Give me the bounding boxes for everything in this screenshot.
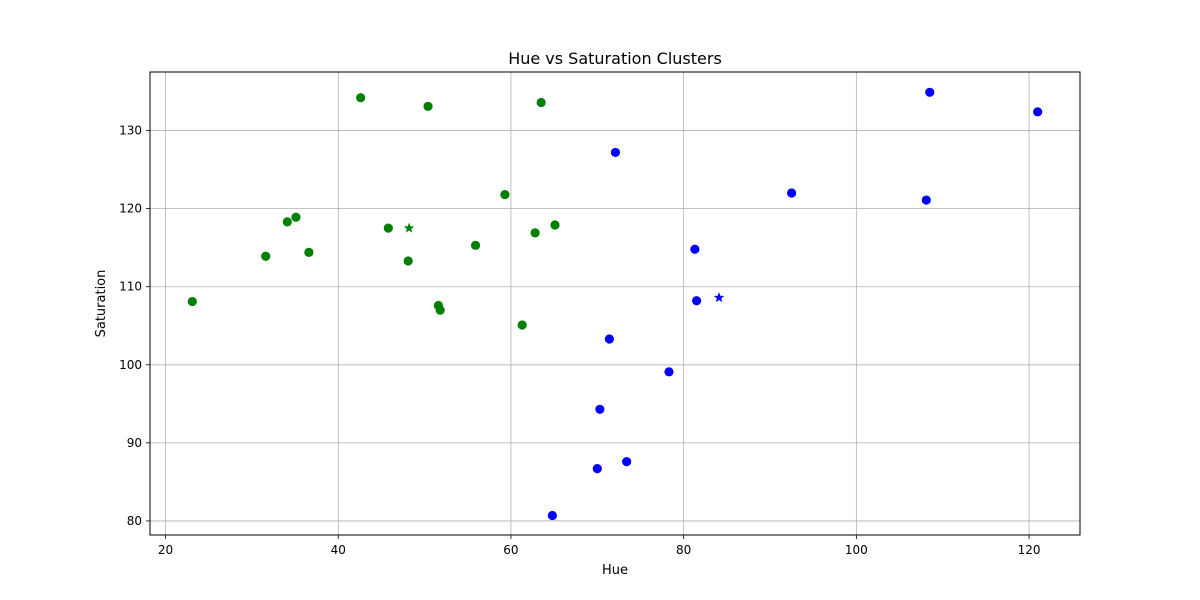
data-point <box>604 334 614 344</box>
data-point <box>383 223 393 233</box>
x-tick-label: 120 <box>1018 543 1041 557</box>
data-point <box>536 97 546 108</box>
plot-area-frame <box>149 71 1081 536</box>
x-tick-label: 40 <box>331 543 346 557</box>
y-tick-label: 100 <box>119 358 142 372</box>
data-point <box>786 188 797 198</box>
y-tick-label: 80 <box>127 514 142 528</box>
data-point <box>403 256 413 266</box>
y-tick-label: 110 <box>119 280 142 294</box>
grid-lines <box>150 72 1080 535</box>
y-tick-label: 90 <box>127 436 142 450</box>
data-point <box>547 510 557 521</box>
data-point <box>261 251 271 261</box>
x-tick-label: 20 <box>158 543 173 557</box>
data-point <box>282 217 292 227</box>
data-point <box>517 320 527 330</box>
data-point <box>304 247 314 257</box>
data-point <box>592 464 602 474</box>
x-tick-label: 80 <box>676 543 691 557</box>
data-point <box>530 228 540 238</box>
data-point <box>187 296 197 307</box>
data-point <box>921 195 931 205</box>
data-point <box>291 212 301 222</box>
data-point <box>622 457 632 467</box>
y-tick-label: 120 <box>119 202 142 216</box>
chart-title: Hue vs Saturation Clusters <box>508 49 722 68</box>
axis-ticks: 20 40 60 80 100 120 80 90 100 110 120 130 <box>119 124 1040 557</box>
data-point <box>595 404 605 414</box>
data-point <box>925 87 935 97</box>
centroid-star-marker <box>713 292 725 303</box>
data-point <box>435 305 445 315</box>
data-point <box>610 147 621 158</box>
data-point <box>356 93 366 103</box>
data-point <box>692 296 702 306</box>
data-point <box>423 101 433 111</box>
centroid-star-marker <box>403 222 415 233</box>
y-axis-label: Saturation <box>94 270 109 338</box>
data-point <box>1033 107 1043 117</box>
data-point <box>500 189 510 200</box>
x-tick-label: 100 <box>845 543 868 557</box>
data-point <box>550 220 560 230</box>
x-axis-label: Hue <box>602 563 628 578</box>
data-point <box>664 367 674 377</box>
data-points <box>187 87 1043 521</box>
y-tick-label: 130 <box>119 124 142 138</box>
x-tick-label: 60 <box>503 543 518 557</box>
data-point <box>470 240 481 250</box>
data-point <box>690 244 700 254</box>
